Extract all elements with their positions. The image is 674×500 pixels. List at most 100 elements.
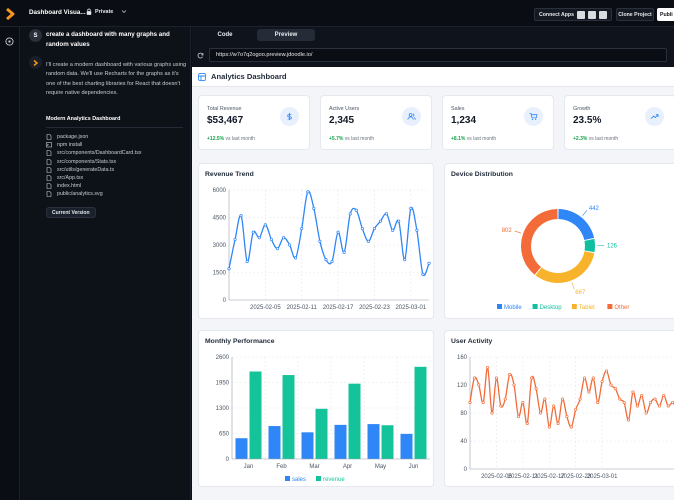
data-point bbox=[574, 407, 578, 412]
legend-label: sales bbox=[292, 477, 306, 483]
x-tick-label: 2025-02-17 bbox=[534, 474, 565, 480]
legend-label: Mobile bbox=[504, 305, 522, 311]
stat-card-revenue: Total Revenue $53,467 +12.5% vs last mon… bbox=[198, 95, 310, 150]
publish-button[interactable]: Publi bbox=[657, 8, 674, 21]
data-point bbox=[547, 425, 551, 429]
file-name: src/utils/generateData.ts bbox=[57, 166, 115, 173]
data-point bbox=[499, 404, 503, 408]
slice-value-label: 442 bbox=[589, 206, 600, 212]
data-point bbox=[578, 397, 582, 401]
y-tick-label: 40 bbox=[460, 439, 467, 445]
y-tick-label: 120 bbox=[457, 383, 468, 389]
dollar-icon bbox=[287, 112, 292, 121]
data-point bbox=[385, 212, 389, 216]
cart-icon bbox=[529, 112, 538, 121]
y-tick-label: 160 bbox=[457, 355, 468, 361]
stat-change-value: +5.7% bbox=[329, 136, 344, 142]
stat-change-value: +12.5% bbox=[207, 136, 225, 142]
file-row[interactable]: src/components/DashboardCard.tsx bbox=[46, 149, 183, 157]
data-point bbox=[494, 376, 498, 380]
history-icon[interactable] bbox=[5, 37, 14, 46]
data-point bbox=[366, 239, 370, 243]
app-logo-icon[interactable] bbox=[3, 6, 19, 22]
pie-slice bbox=[558, 209, 595, 241]
file-row[interactable]: src/utils/generateData.ts bbox=[46, 166, 183, 174]
chart-card-revenue-trend: Revenue Trend 0 1500 3000 4500 6000 2025-02-0… bbox=[198, 163, 434, 319]
data-point bbox=[288, 243, 292, 247]
data-point bbox=[503, 397, 507, 401]
data-point bbox=[490, 411, 494, 415]
revenue-trend-chart: 0 1500 3000 4500 6000 2025-02-05 2025-02-11 202… bbox=[213, 188, 431, 311]
data-point bbox=[324, 258, 328, 262]
y-tick-label: 1950 bbox=[216, 381, 230, 387]
stat-value: $53,467 bbox=[207, 115, 244, 126]
tab-preview[interactable]: Preview bbox=[257, 29, 315, 41]
chart-title: Monthly Performance bbox=[205, 338, 275, 345]
chart-card-device-distribution: Device Distribution 442 126 667 802 Mobile De… bbox=[444, 163, 674, 319]
slice-value-label: 126 bbox=[607, 243, 618, 249]
stat-change-suffix: vs last month bbox=[588, 136, 619, 142]
stat-label: Active Users bbox=[329, 106, 360, 112]
data-point bbox=[415, 228, 419, 232]
slice-label-leader bbox=[582, 210, 588, 216]
connect-apps-button[interactable]: Connect Apps bbox=[534, 8, 612, 21]
data-point bbox=[508, 372, 512, 377]
url-input[interactable] bbox=[209, 48, 667, 62]
bar bbox=[235, 438, 248, 459]
data-point bbox=[543, 397, 547, 401]
stat-icon-badge bbox=[524, 107, 543, 126]
file-name: package.json bbox=[57, 134, 89, 141]
device-distribution-chart: 442 126 667 802 Mobile Desktop Tablet Other bbox=[497, 206, 629, 311]
data-point bbox=[481, 400, 485, 405]
privacy-dropdown[interactable]: Private bbox=[86, 8, 127, 15]
chat-panel: S create a dashboard with many graphs an… bbox=[21, 27, 213, 500]
x-tick-label: May bbox=[375, 464, 386, 470]
current-version-button[interactable]: Current Version bbox=[46, 207, 96, 218]
stat-change-value: +2.3% bbox=[573, 136, 588, 142]
file-row[interactable]: npm install bbox=[46, 141, 183, 149]
data-point bbox=[227, 267, 231, 271]
file-row[interactable]: src/App.tsx bbox=[46, 174, 183, 182]
file-name: npm install bbox=[57, 142, 83, 149]
data-point bbox=[378, 219, 383, 223]
data-point bbox=[486, 365, 490, 370]
x-tick-label: Mar bbox=[309, 464, 319, 470]
tab-code[interactable]: Code bbox=[217, 32, 233, 38]
chart-title: Revenue Trend bbox=[205, 171, 254, 178]
stat-icon-badge bbox=[280, 107, 299, 126]
bar bbox=[315, 408, 328, 459]
data-point bbox=[534, 386, 538, 391]
x-tick-label: 2025-03-01 bbox=[395, 305, 426, 311]
stat-value: 1,234 bbox=[451, 115, 477, 126]
legend-swatch bbox=[571, 304, 577, 309]
data-point bbox=[372, 226, 377, 231]
terminal-icon bbox=[46, 142, 52, 148]
data-point bbox=[348, 212, 352, 216]
file-row[interactable]: public/analytics.svg bbox=[46, 190, 183, 198]
artifact-card[interactable]: Modern Analytics Dashboard package.json n… bbox=[46, 116, 183, 199]
data-point bbox=[312, 206, 316, 210]
bar bbox=[414, 366, 427, 459]
data-point bbox=[662, 393, 666, 398]
file-row[interactable]: package.json bbox=[46, 133, 183, 141]
bar bbox=[381, 425, 394, 459]
data-point bbox=[627, 418, 631, 422]
file-row[interactable]: src/components/Stats.tsx bbox=[46, 158, 183, 166]
data-point bbox=[397, 219, 401, 223]
file-icon bbox=[46, 183, 52, 190]
stat-label: Total Revenue bbox=[207, 106, 242, 112]
project-title[interactable]: Dashboard Visua... bbox=[29, 9, 86, 16]
clone-project-button[interactable]: Clone Project bbox=[616, 8, 654, 21]
monthly-performance-chart: 0 650 1300 1950 2600 Jan Feb Mar Apr May Jun sales r… bbox=[216, 355, 430, 483]
data-point bbox=[521, 400, 525, 405]
stat-change-value: +8.1% bbox=[451, 136, 466, 142]
slice-value-label: 802 bbox=[502, 228, 513, 234]
refresh-icon[interactable] bbox=[197, 52, 204, 59]
data-point bbox=[516, 414, 520, 419]
x-tick-label: 2025-02-23 bbox=[560, 474, 591, 480]
data-point bbox=[671, 400, 674, 405]
file-row[interactable]: index.html bbox=[46, 182, 183, 190]
y-tick-label: 6000 bbox=[213, 188, 227, 194]
y-tick-label: 1300 bbox=[216, 406, 230, 412]
data-point bbox=[525, 421, 529, 426]
